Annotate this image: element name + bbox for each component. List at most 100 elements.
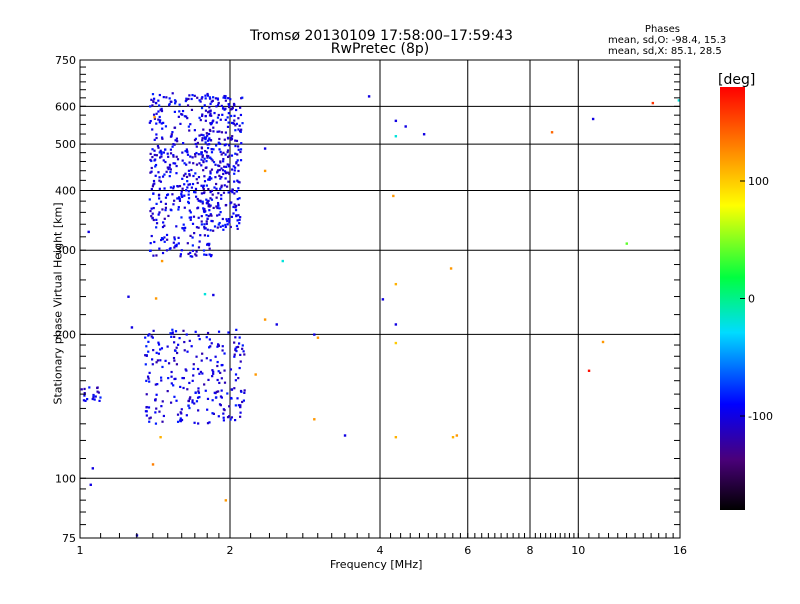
echo-point <box>168 175 171 178</box>
echo-point <box>160 136 164 139</box>
echo-point <box>281 259 284 263</box>
echo-point <box>205 184 208 187</box>
echo-point <box>169 152 173 155</box>
echo-point <box>172 356 176 360</box>
echo-point <box>153 240 156 244</box>
echo-point <box>212 148 215 151</box>
echo-point <box>208 97 212 100</box>
echo-point <box>218 213 221 216</box>
echo-point <box>204 94 207 97</box>
echo-point <box>158 179 161 182</box>
echo-point <box>183 115 186 118</box>
echo-point <box>170 370 173 374</box>
echo-point <box>157 146 160 149</box>
echo-point <box>158 410 161 413</box>
echo-point <box>83 387 86 391</box>
echo-point <box>186 151 189 154</box>
echo-point <box>205 220 208 223</box>
echo-point <box>198 134 201 137</box>
echo-point <box>91 467 95 470</box>
echo-point <box>205 160 208 163</box>
echo-point <box>219 177 222 180</box>
echo-point <box>232 205 235 209</box>
echo-point <box>218 148 221 151</box>
echo-point <box>180 249 183 252</box>
echo-point <box>197 391 201 394</box>
echo-point <box>200 133 203 136</box>
echo-point <box>209 197 212 200</box>
echo-point <box>173 162 177 165</box>
echo-point <box>219 187 222 190</box>
echo-point <box>160 109 164 113</box>
echo-point <box>233 387 236 390</box>
echo-point <box>210 214 213 217</box>
echo-point <box>230 138 233 141</box>
echo-point <box>205 357 208 360</box>
echo-point <box>222 107 225 110</box>
echo-point <box>144 336 147 339</box>
echo-point <box>230 108 233 111</box>
echo-point <box>150 234 153 238</box>
echo-point <box>196 197 199 201</box>
echo-point <box>212 206 215 210</box>
echo-point <box>168 163 172 166</box>
echo-point <box>210 122 213 125</box>
echo-point <box>229 189 233 193</box>
echo-point <box>154 411 157 414</box>
echo-point <box>219 371 222 374</box>
echo-point <box>150 215 153 218</box>
echo-point <box>206 146 210 150</box>
echo-point <box>217 141 220 144</box>
echo-point <box>170 135 173 138</box>
echo-point <box>145 379 148 382</box>
echo-point <box>83 392 86 395</box>
echo-point <box>201 96 204 99</box>
echo-point <box>188 381 191 385</box>
echo-point <box>230 154 234 157</box>
echo-point <box>208 138 211 141</box>
echo-point <box>189 211 192 214</box>
echo-point <box>180 418 184 422</box>
echo-point <box>156 383 159 386</box>
echo-point <box>201 186 205 189</box>
x-tick-label: 6 <box>464 544 471 557</box>
echo-point <box>165 249 169 252</box>
grid-lines <box>80 60 680 538</box>
echo-point <box>217 223 220 226</box>
echo-point <box>227 331 230 334</box>
echo-point <box>201 202 204 205</box>
echo-point <box>208 156 212 159</box>
echo-point <box>181 187 184 190</box>
echo-point <box>212 96 215 99</box>
echo-point <box>239 150 242 154</box>
echo-point <box>206 331 210 335</box>
echo-point <box>180 192 183 196</box>
echo-point <box>178 184 182 188</box>
echo-point <box>161 137 164 140</box>
echo-point <box>188 94 191 97</box>
echo-point <box>226 136 230 139</box>
echo-point <box>192 363 195 366</box>
echo-point <box>236 397 239 400</box>
echo-point <box>234 404 237 407</box>
echo-point <box>190 345 193 348</box>
echo-point <box>222 96 225 99</box>
echo-point <box>238 336 241 339</box>
echo-point <box>234 379 237 382</box>
echo-point <box>200 152 203 156</box>
y-tick-label: 75 <box>62 532 76 545</box>
echo-point <box>149 171 152 174</box>
echo-point <box>195 163 199 166</box>
echo-point <box>218 381 221 385</box>
echo-point <box>180 190 183 193</box>
echo-point <box>194 142 197 146</box>
echo-point <box>200 359 203 362</box>
echo-point <box>195 250 198 253</box>
echo-point <box>169 401 173 404</box>
echo-point <box>216 214 219 217</box>
echo-point <box>236 227 239 230</box>
echo-point <box>203 234 207 237</box>
echo-point <box>202 169 205 172</box>
echo-point <box>201 352 204 355</box>
echo-point <box>206 154 209 157</box>
